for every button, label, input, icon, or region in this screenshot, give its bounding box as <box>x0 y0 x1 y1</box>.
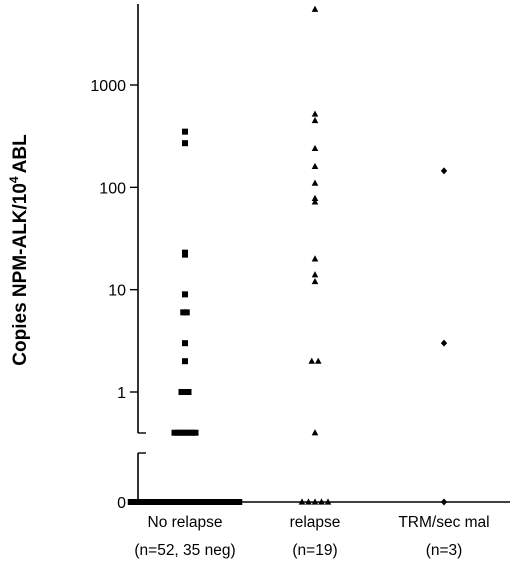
data-point-diamond <box>440 498 448 506</box>
data-point-triangle <box>298 498 306 505</box>
data-point-square <box>131 499 138 505</box>
category-label: TRM/sec mal <box>398 514 489 531</box>
data-point-triangle <box>311 116 319 124</box>
data-point-square <box>148 499 155 505</box>
data-point-square <box>141 499 148 505</box>
data-point-square <box>182 128 188 135</box>
y-tick-label: 1000 <box>90 78 126 95</box>
data-point-triangle <box>311 110 319 117</box>
category-sublabel: (n=19) <box>292 542 337 559</box>
data-point-square <box>185 389 192 395</box>
data-point-square <box>211 499 218 505</box>
data-point-triangle <box>318 498 325 505</box>
data-point-triangle <box>311 194 319 201</box>
data-point-triangle <box>324 498 332 505</box>
data-point-square <box>208 499 215 505</box>
data-point-square <box>138 499 145 505</box>
data-point-square <box>127 499 134 505</box>
data-point-square <box>182 251 188 258</box>
data-point-triangle <box>311 179 319 186</box>
data-point-triangle <box>311 429 319 436</box>
data-point-square <box>192 429 199 436</box>
data-point-square <box>152 499 159 505</box>
y-tick-label: 10 <box>108 283 126 300</box>
data-point-square <box>225 499 232 505</box>
data-point-square <box>182 291 188 298</box>
data-point-square <box>134 499 141 505</box>
data-point-triangle <box>311 5 319 12</box>
y-tick-label: 1 <box>117 385 126 402</box>
data-point-triangle <box>314 357 322 364</box>
data-point-diamond <box>440 167 448 175</box>
axes <box>137 4 510 503</box>
y-axis-title: Copies NPM-ALK/104 ABL <box>7 134 31 366</box>
x-category-labels: No relapse (n=52, 35 neg) relapse (n=19) TRM… <box>134 514 489 559</box>
data-point-triangle <box>311 144 319 152</box>
y-axis-title-superscript: 4 <box>7 176 21 183</box>
data-point-square <box>166 499 173 505</box>
y-axis-title-suffix: ABL <box>10 134 31 173</box>
y-axis-title-prefix: Copies NPM-ALK/10 <box>10 183 31 366</box>
data-point-square <box>182 140 188 147</box>
data-point-square <box>169 499 176 505</box>
category-label: No relapse <box>148 514 223 531</box>
y-tick-label-zero: 0 <box>117 495 126 512</box>
data-point-square <box>183 499 190 505</box>
data-point-square <box>189 429 195 436</box>
category-sublabel: (n=52, 35 neg) <box>134 542 235 559</box>
data-point-square <box>229 499 236 505</box>
data-point-square <box>182 340 188 347</box>
data-point-square <box>162 499 169 505</box>
y-tick-label: 100 <box>99 180 126 197</box>
data-point-triangle <box>311 255 319 262</box>
data-point-diamond <box>440 339 448 347</box>
data-point-square <box>175 429 181 436</box>
data-point-square <box>171 429 178 436</box>
category-label: relapse <box>290 514 341 531</box>
data-point-triangle <box>311 198 319 205</box>
data-point-square <box>173 499 180 505</box>
data-point-square <box>178 389 185 395</box>
data-point-square <box>197 499 204 505</box>
data-point-square <box>215 499 222 505</box>
data-point-square <box>187 499 194 505</box>
data-point-square <box>180 309 187 316</box>
data-point-square <box>145 499 152 505</box>
data-point-square <box>232 499 239 505</box>
data-point-square <box>178 429 185 436</box>
data-point-square <box>176 499 183 505</box>
data-point-triangle <box>311 277 319 285</box>
data-point-square <box>185 429 192 436</box>
data-point-triangle <box>308 357 316 364</box>
category-sublabel: (n=3) <box>426 542 463 559</box>
data-point-square <box>204 499 211 505</box>
data-point-square <box>201 499 208 505</box>
data-points <box>127 5 448 506</box>
y-ticks: 1 10 100 1000 0 <box>90 78 138 512</box>
data-point-triangle <box>311 498 319 505</box>
data-point-triangle <box>311 271 319 278</box>
data-point-square <box>194 499 201 505</box>
data-point-square <box>159 499 166 505</box>
data-point-square <box>218 499 225 505</box>
data-point-square <box>190 499 197 505</box>
data-point-triangle <box>311 162 319 170</box>
data-point-square <box>180 499 187 505</box>
data-point-square <box>182 389 188 395</box>
data-point-square <box>155 499 162 505</box>
data-point-square <box>236 499 243 505</box>
data-point-square <box>182 429 188 436</box>
data-point-square <box>183 309 190 316</box>
data-point-square <box>182 358 188 365</box>
data-point-square <box>222 499 229 505</box>
data-point-triangle <box>305 498 312 505</box>
